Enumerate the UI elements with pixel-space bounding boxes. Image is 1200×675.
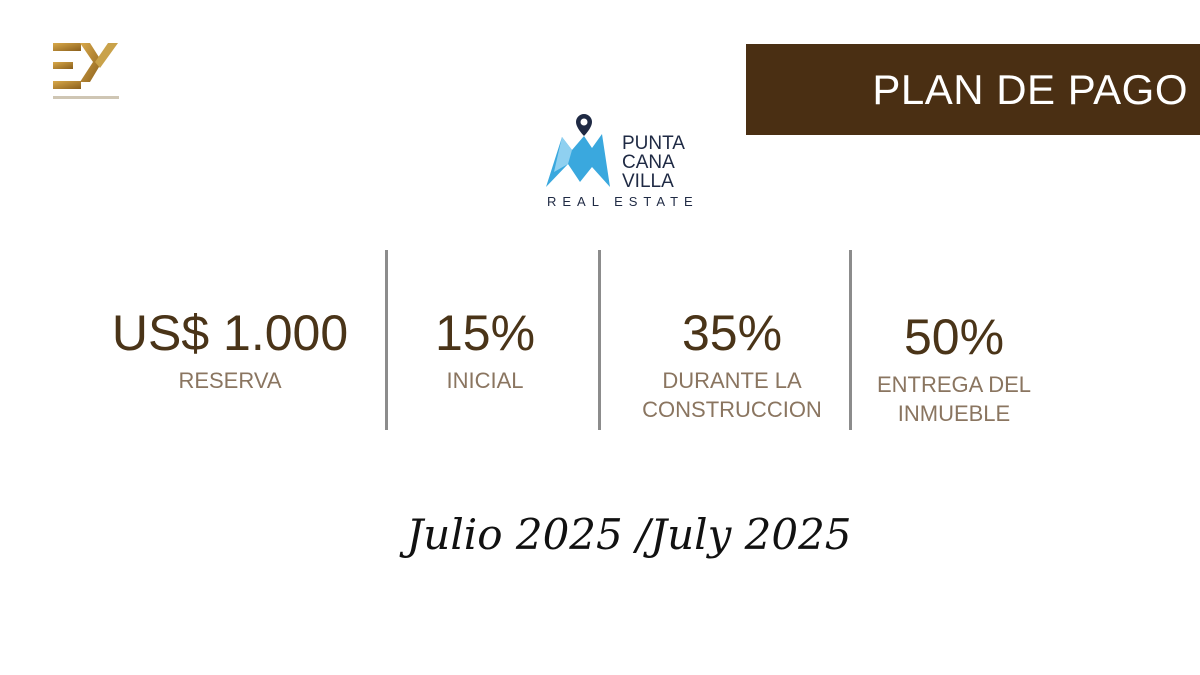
plan-value: US$ 1.000: [111, 305, 349, 361]
plan-item-reserva: US$ 1.000 RESERVA: [100, 308, 360, 395]
divider: [385, 250, 388, 430]
logo-subtitle: REAL ESTATE: [547, 194, 699, 209]
plan-item-entrega: 50% ENTREGA DEL INMUEBLE: [862, 312, 1046, 428]
plan-label-line: ENTREGA DEL: [876, 372, 1032, 397]
logo-line: CANA: [622, 152, 675, 173]
plan-item-construccion: 35% DURANTE LA CONSTRUCCION: [620, 308, 844, 424]
plan-value: 15%: [434, 305, 536, 361]
plan-value: 35%: [681, 305, 783, 361]
plan-label: RESERVA: [178, 368, 282, 393]
plan-label-line: DURANTE LA: [662, 368, 802, 393]
logo-line: PUNTA: [622, 133, 685, 154]
punta-cana-villa-logo: PUNTA CANA VILLA REAL ESTATE: [540, 112, 700, 212]
plan-label-line: INMUEBLE: [897, 401, 1011, 426]
plan-label: INICIAL: [446, 368, 524, 393]
ey-logo: [50, 40, 125, 105]
banner-title: PLAN DE PAGO: [872, 66, 1188, 113]
plan-label: ENTREGA DEL INMUEBLE: [862, 370, 1046, 428]
plan-label: DURANTE LA CONSTRUCCION: [620, 366, 844, 424]
plan-de-pago-banner: PLAN DE PAGO: [746, 44, 1200, 135]
date-text: Julio 2025 /July 2025: [406, 510, 852, 559]
map-pin-icon: [546, 114, 610, 187]
plan-item-inicial: 15% INICIAL: [400, 308, 570, 395]
plan-value: 50%: [903, 309, 1005, 365]
divider: [849, 250, 852, 430]
logo-line: VILLA: [622, 171, 674, 192]
plan-label-line: CONSTRUCCION: [642, 397, 822, 422]
divider: [598, 250, 601, 430]
